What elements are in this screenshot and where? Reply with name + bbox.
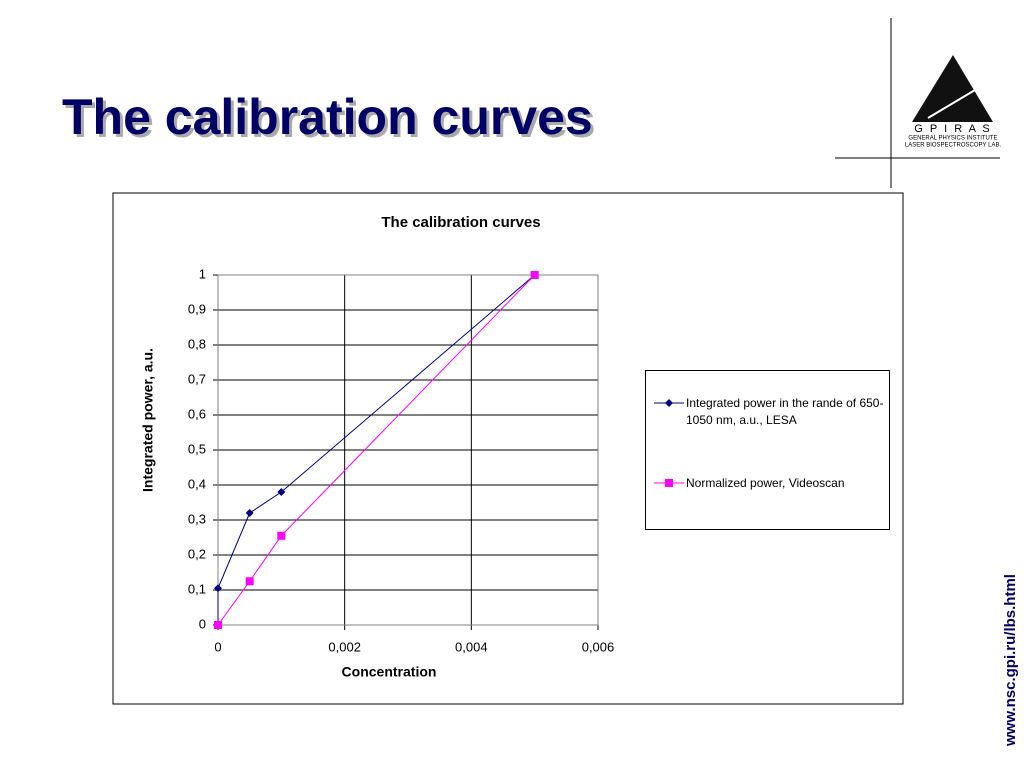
y-tick-label: 0,6 — [188, 406, 206, 421]
logo-stripe — [927, 89, 976, 119]
legend-entry: Normalized power, Videoscan — [652, 475, 884, 492]
x-tick-label: 0,002 — [328, 639, 361, 654]
url: www.nsc.gpi.ru/lbs.html — [1002, 574, 1019, 747]
marker — [665, 479, 673, 487]
y-tick-label: 0,4 — [188, 476, 206, 491]
legend-key — [654, 479, 684, 487]
logo-acronym: G P I R A S — [914, 123, 991, 135]
y-axis-label: Integrated power, a.u. — [140, 348, 156, 492]
y-tick-label: 0,9 — [188, 301, 206, 316]
marker — [214, 621, 222, 629]
x-tick-label: 0 — [214, 639, 221, 654]
y-tick-label: 0,5 — [188, 441, 206, 456]
y-tick-label: 0,1 — [188, 581, 206, 596]
marker — [277, 531, 286, 540]
slide-title: The calibration curves — [62, 89, 593, 145]
marker — [214, 584, 222, 593]
logo-triangle — [912, 55, 993, 122]
series-line — [217, 274, 536, 626]
chart-title: The calibration curves — [381, 214, 540, 231]
legend-entry: Integrated power in the rande of 650-105… — [652, 395, 884, 429]
marker — [530, 271, 539, 279]
legend-key — [654, 399, 684, 407]
y-tick-label: 0 — [199, 616, 206, 631]
plot-area — [217, 274, 599, 626]
y-tick-label: 1 — [199, 266, 206, 281]
legend-label: Normalized power, Videoscan — [686, 476, 845, 490]
legend: Integrated power in the rande of 650-105… — [645, 370, 890, 530]
x-tick-label: 0,004 — [455, 639, 488, 654]
y-tick-label: 0,7 — [188, 371, 206, 386]
marker — [245, 509, 254, 517]
y-tick-label: 0,2 — [188, 546, 206, 561]
y-tick-label: 0,8 — [188, 336, 206, 351]
x-tick-label: 0,006 — [582, 639, 615, 654]
marker — [665, 399, 673, 407]
y-tick-label: 0,3 — [188, 511, 206, 526]
marker — [245, 577, 254, 586]
legend-label: Integrated power in the rande of 650-105… — [686, 396, 884, 427]
logo-line: GENERAL PHYSICS INSTITUTE — [908, 136, 997, 142]
logo-line: LASER BIOSPECTROSCOPY LAB. — [905, 143, 1002, 149]
x-axis-label: Concentration — [342, 664, 437, 680]
marker — [277, 488, 286, 496]
